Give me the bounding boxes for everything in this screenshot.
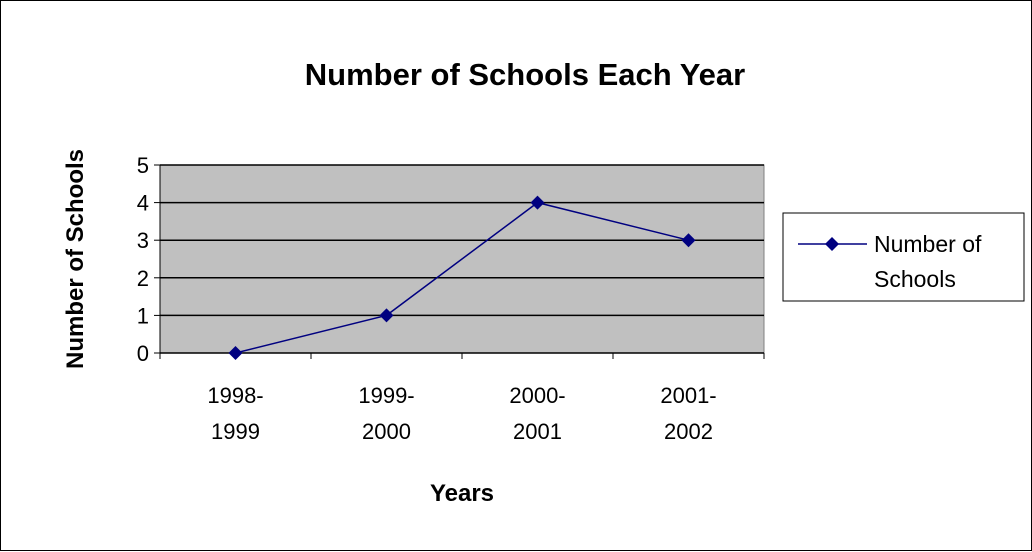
y-tick-label: 4: [137, 191, 149, 216]
x-tick-label: 1998-1999: [207, 383, 263, 444]
y-axis: 0 1 2 3 4 5: [137, 153, 161, 366]
y-tick-label: 0: [137, 341, 149, 366]
legend-box: [782, 212, 1025, 302]
data-point-marker: [379, 308, 394, 323]
series-layer: [228, 195, 696, 360]
legend: Number of Schools: [782, 212, 1025, 302]
x-axis: 1998-1999 1999-2000 2000-2001 2001-2002: [159, 352, 765, 444]
y-axis-title: Number of Schools: [62, 149, 89, 369]
data-point-marker: [681, 233, 696, 248]
x-tick-label: 2001-2002: [660, 383, 716, 444]
x-tick-label: 2000-2001: [509, 383, 565, 444]
y-tick-label: 5: [137, 153, 149, 178]
legend-label-line-2: Schools: [874, 266, 956, 292]
x-tick-label: 1999-2000: [358, 383, 414, 444]
y-tick-label: 1: [137, 303, 149, 328]
series-line: [235, 201, 689, 354]
y-tick-label: 3: [137, 228, 149, 253]
grid-lines: [160, 164, 764, 317]
chart-title: Number of Schools Each Year: [305, 57, 745, 92]
x-axis-title: Years: [430, 480, 494, 507]
legend-marker-swatch: [825, 237, 839, 251]
data-point-marker: [228, 346, 243, 360]
y-tick-label: 2: [137, 266, 149, 291]
legend-label-line-1: Number of: [874, 231, 982, 257]
data-point-marker: [530, 195, 545, 210]
